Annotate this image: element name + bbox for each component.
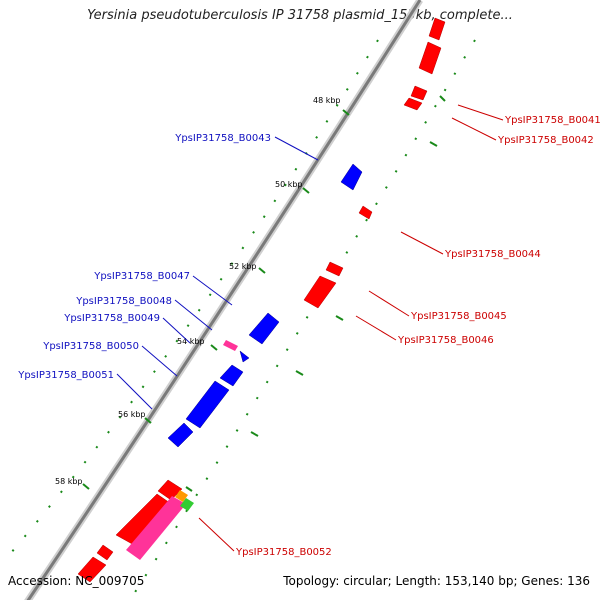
rna-feature [175, 490, 188, 502]
kbp-label-54: 54 kbp [177, 337, 205, 346]
gene-label[interactable]: YpsIP31758_B0050 [42, 341, 139, 352]
gene-feature [185, 380, 230, 429]
gene-label[interactable]: YpsIP31758_B0051 [17, 370, 114, 381]
rna-genes [126, 340, 238, 560]
forward-genes [167, 163, 363, 448]
gene-feature [340, 163, 363, 191]
gene-label[interactable]: YpsIP31758_B0049 [63, 313, 160, 324]
kbp-label-48: 48 kbp [313, 96, 341, 105]
kbp-label-50: 50 kbp [275, 180, 303, 189]
gene-label[interactable]: YpsIP31758_B0041 [504, 115, 600, 126]
inner-tick-ring [4, 39, 379, 561]
length-value: 153,140 bp [444, 574, 514, 588]
kbp-label-52: 52 kbp [229, 262, 257, 271]
kbp-label-58: 58 kbp [55, 477, 83, 486]
gene-feature [219, 364, 244, 387]
gene-feature [418, 41, 442, 75]
length-label: Length: [395, 574, 441, 588]
gene-feature [428, 17, 446, 41]
leader-lines-reverse [198, 104, 504, 552]
gene-label[interactable]: YpsIP31758_B0047 [93, 271, 190, 282]
sequence-summary: Topology: circular; Length: 153,140 bp; … [283, 574, 590, 588]
gene-label[interactable]: YpsIP31758_B0042 [497, 135, 594, 146]
rna-feature [223, 340, 238, 351]
rna-feature [126, 496, 186, 560]
gene-feature [96, 544, 114, 561]
gene-label[interactable]: YpsIP31758_B0048 [75, 296, 172, 307]
kbp-label-56: 56 kbp [118, 410, 146, 419]
outer-major-ticks [185, 95, 446, 492]
gene-feature [410, 85, 428, 101]
gene-feature [325, 261, 344, 277]
gene-feature [248, 312, 280, 345]
reverse-gene-labels: YpsIP31758_B0041 YpsIP31758_B0042 YpsIP3… [235, 115, 600, 558]
accession-info: Accession: NC_009705 [8, 574, 144, 588]
accession-label: Accession: [8, 574, 72, 588]
topology-label: Topology: [283, 574, 340, 588]
gene-label[interactable]: YpsIP31758_B0046 [397, 335, 494, 346]
leader-lines-forward [116, 136, 319, 410]
gene-feature [77, 556, 107, 583]
gene-label[interactable]: YpsIP31758_B0045 [410, 311, 507, 322]
forward-gene-labels: YpsIP31758_B0043 YpsIP31758_B0047 YpsIP3… [17, 133, 271, 381]
gene-feature [358, 205, 373, 220]
genes-label: Genes: [521, 574, 564, 588]
topology-value: circular [343, 574, 388, 588]
genes-value: 136 [567, 574, 590, 588]
rna-feature [180, 498, 194, 511]
gene-feature [403, 97, 423, 111]
major-ticks [82, 109, 350, 490]
gene-feature [167, 422, 194, 448]
gene-label[interactable]: YpsIP31758_B0052 [235, 547, 332, 558]
gene-label[interactable]: YpsIP31758_B0043 [174, 133, 271, 144]
gene-feature [303, 275, 337, 309]
gene-feature [239, 350, 250, 363]
reverse-genes [77, 17, 446, 583]
accession-value: NC_009705 [75, 574, 145, 588]
gene-label[interactable]: YpsIP31758_B0044 [444, 249, 541, 260]
